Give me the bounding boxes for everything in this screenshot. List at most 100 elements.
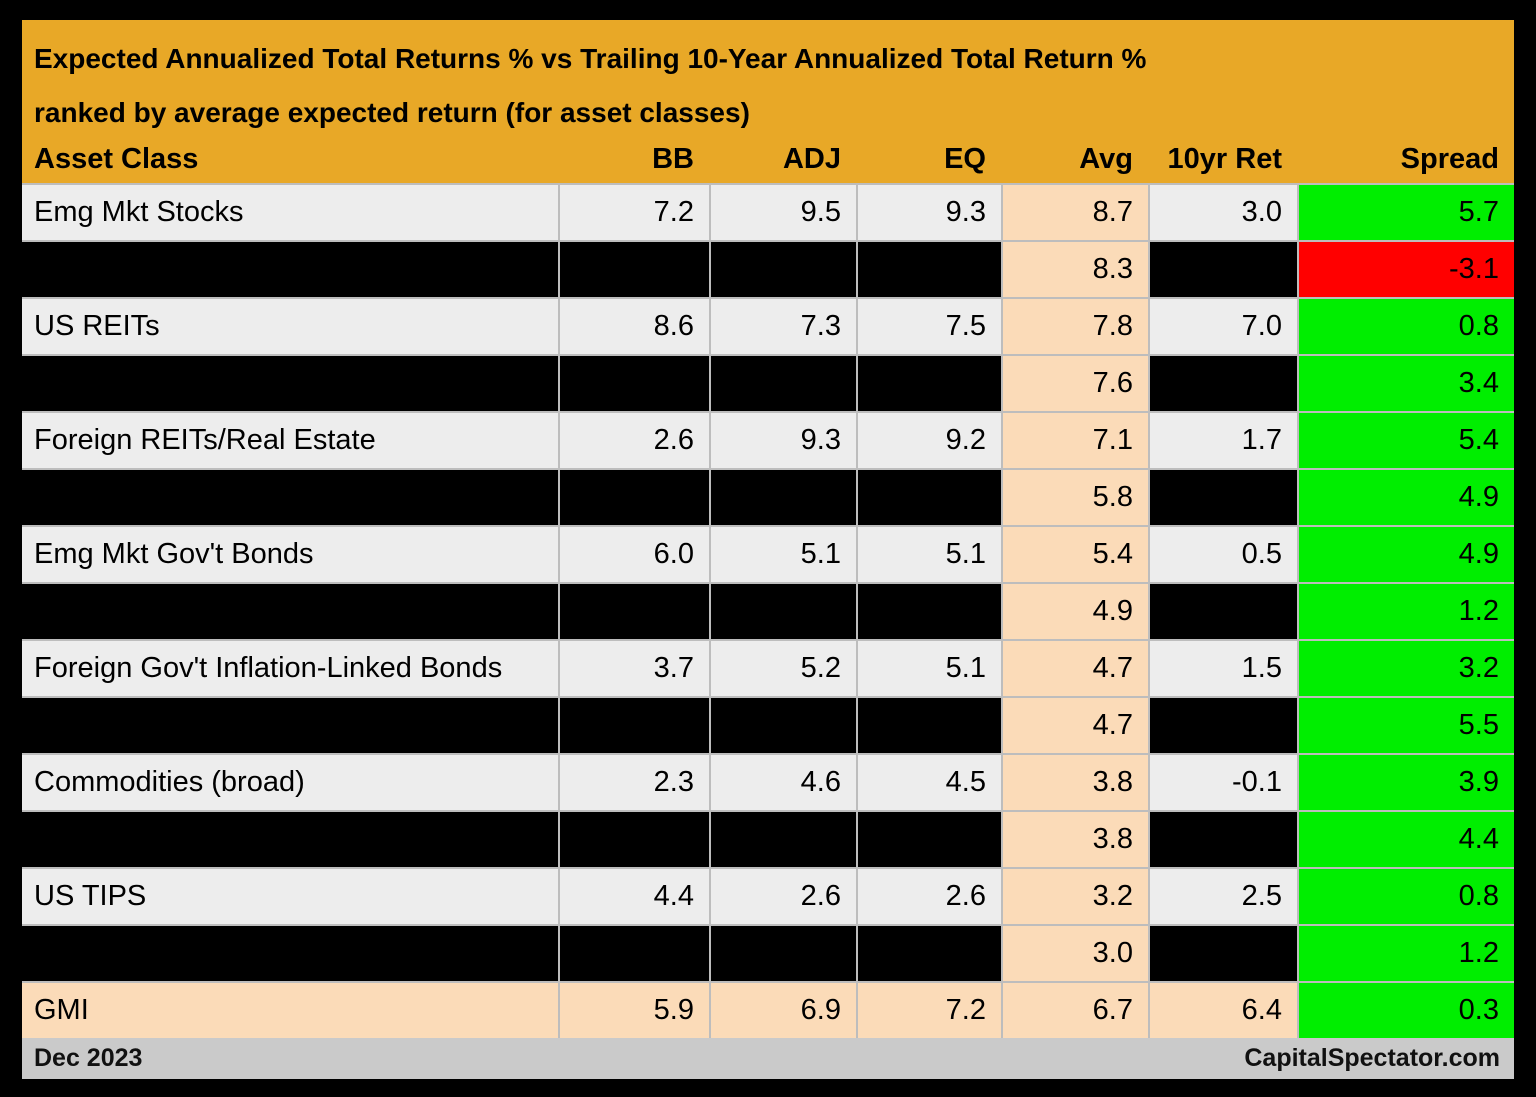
figure-title-line1: Expected Annualized Total Returns % vs T… <box>34 43 1147 74</box>
figure-footer: Dec 2023 CapitalSpectator.com <box>22 1038 1514 1079</box>
cell-eq <box>858 356 1001 411</box>
cell-eq <box>858 470 1001 525</box>
cell-avg: 7.1 <box>1003 413 1148 468</box>
cell-asset-class <box>22 356 558 411</box>
cell-bb: 4.4 <box>560 869 709 924</box>
cell-eq <box>858 926 1001 981</box>
cell-bb <box>560 356 709 411</box>
table-row: 8.3 -3.1 <box>22 242 1514 297</box>
cell-eq: 7.2 <box>858 983 1001 1038</box>
cell-adj: 4.6 <box>711 755 856 810</box>
cell-spread: 3.2 <box>1299 641 1514 696</box>
cell-eq: 4.5 <box>858 755 1001 810</box>
table-row: 4.7 5.5 <box>22 698 1514 753</box>
cell-ret-10yr <box>1150 698 1297 753</box>
cell-spread: 5.7 <box>1299 185 1514 240</box>
cell-spread: 5.5 <box>1299 698 1514 753</box>
cell-spread: 1.2 <box>1299 926 1514 981</box>
cell-adj <box>711 584 856 639</box>
cell-bb: 3.7 <box>560 641 709 696</box>
cell-spread: 0.3 <box>1299 983 1514 1038</box>
cell-adj: 5.2 <box>711 641 856 696</box>
column-header-10yr-ret: 10yr Ret <box>1167 143 1282 175</box>
table-row: US TIPS 4.4 2.6 2.6 3.2 2.5 0.8 <box>22 869 1514 924</box>
footer-date: Dec 2023 <box>34 1044 143 1072</box>
cell-spread: 3.4 <box>1299 356 1514 411</box>
table-row: 3.0 1.2 <box>22 926 1514 981</box>
table-row: 5.8 4.9 <box>22 470 1514 525</box>
cell-asset-class <box>22 698 558 753</box>
cell-spread: -3.1 <box>1299 242 1514 297</box>
cell-asset-class: Emg Mkt Stocks <box>22 185 558 240</box>
cell-eq <box>858 698 1001 753</box>
cell-avg: 6.7 <box>1003 983 1148 1038</box>
table-row: Emg Mkt Stocks 7.2 9.5 9.3 8.7 3.0 5.7 <box>22 185 1514 240</box>
cell-ret-10yr <box>1150 242 1297 297</box>
cell-asset-class: US REITs <box>22 299 558 354</box>
cell-spread: 4.9 <box>1299 470 1514 525</box>
cell-ret-10yr: 1.7 <box>1150 413 1297 468</box>
cell-spread: 0.8 <box>1299 869 1514 924</box>
table-row: Commodities (broad) 2.3 4.6 4.5 3.8 -0.1 3.9 <box>22 755 1514 810</box>
cell-ret-10yr: 6.4 <box>1150 983 1297 1038</box>
cell-asset-class: Commodities (broad) <box>22 755 558 810</box>
cell-bb: 6.0 <box>560 527 709 582</box>
cell-spread: 3.9 <box>1299 755 1514 810</box>
returns-table-figure: Expected Annualized Total Returns % vs T… <box>22 20 1514 1079</box>
cell-bb: 5.9 <box>560 983 709 1038</box>
cell-adj <box>711 356 856 411</box>
cell-asset-class: Emg Mkt Gov't Bonds <box>22 527 558 582</box>
cell-bb <box>560 698 709 753</box>
cell-bb: 8.6 <box>560 299 709 354</box>
cell-avg: 7.6 <box>1003 356 1148 411</box>
cell-ret-10yr: -0.1 <box>1150 755 1297 810</box>
cell-spread: 1.2 <box>1299 584 1514 639</box>
cell-asset-class <box>22 242 558 297</box>
cell-bb: 7.2 <box>560 185 709 240</box>
cell-ret-10yr <box>1150 584 1297 639</box>
cell-ret-10yr <box>1150 926 1297 981</box>
cell-bb: 2.3 <box>560 755 709 810</box>
table-body: Emg Mkt Stocks 7.2 9.5 9.3 8.7 3.0 5.7 8.3 -3.1 U… <box>22 183 1514 1038</box>
cell-asset-class <box>22 812 558 867</box>
cell-adj <box>711 812 856 867</box>
cell-ret-10yr <box>1150 812 1297 867</box>
cell-adj <box>711 242 856 297</box>
cell-ret-10yr: 3.0 <box>1150 185 1297 240</box>
figure-header: Expected Annualized Total Returns % vs T… <box>22 20 1514 183</box>
cell-asset-class: GMI <box>22 983 558 1038</box>
cell-avg: 7.8 <box>1003 299 1148 354</box>
cell-avg: 8.3 <box>1003 242 1148 297</box>
cell-eq <box>858 812 1001 867</box>
cell-avg: 5.4 <box>1003 527 1148 582</box>
cell-spread: 4.9 <box>1299 527 1514 582</box>
cell-eq: 9.2 <box>858 413 1001 468</box>
table-row: Foreign REITs/Real Estate 2.6 9.3 9.2 7.1 1.7… <box>22 413 1514 468</box>
cell-eq <box>858 584 1001 639</box>
table-row: Foreign Gov't Inflation-Linked Bonds 3.7 5… <box>22 641 1514 696</box>
cell-avg: 5.8 <box>1003 470 1148 525</box>
cell-asset-class: US TIPS <box>22 869 558 924</box>
table-row: 7.6 3.4 <box>22 356 1514 411</box>
column-header-asset-class: Asset Class <box>34 143 199 175</box>
cell-ret-10yr: 0.5 <box>1150 527 1297 582</box>
table-row: US REITs 8.6 7.3 7.5 7.8 7.0 0.8 <box>22 299 1514 354</box>
column-header-row: Asset Class BB ADJ EQ Avg 10yr Ret Sprea… <box>22 140 1514 183</box>
cell-bb <box>560 584 709 639</box>
cell-asset-class <box>22 470 558 525</box>
cell-ret-10yr: 1.5 <box>1150 641 1297 696</box>
figure-title-line2: ranked by average expected return (for a… <box>34 97 750 128</box>
cell-avg: 3.8 <box>1003 812 1148 867</box>
cell-avg: 4.7 <box>1003 698 1148 753</box>
cell-eq: 5.1 <box>858 641 1001 696</box>
cell-avg: 4.9 <box>1003 584 1148 639</box>
table-row: GMI 5.9 6.9 7.2 6.7 6.4 0.3 <box>22 983 1514 1038</box>
cell-eq: 5.1 <box>858 527 1001 582</box>
cell-adj: 5.1 <box>711 527 856 582</box>
cell-spread: 5.4 <box>1299 413 1514 468</box>
cell-adj <box>711 698 856 753</box>
column-header-adj: ADJ <box>782 143 841 175</box>
column-header-eq: EQ <box>944 143 986 175</box>
cell-spread: 4.4 <box>1299 812 1514 867</box>
cell-avg: 3.0 <box>1003 926 1148 981</box>
